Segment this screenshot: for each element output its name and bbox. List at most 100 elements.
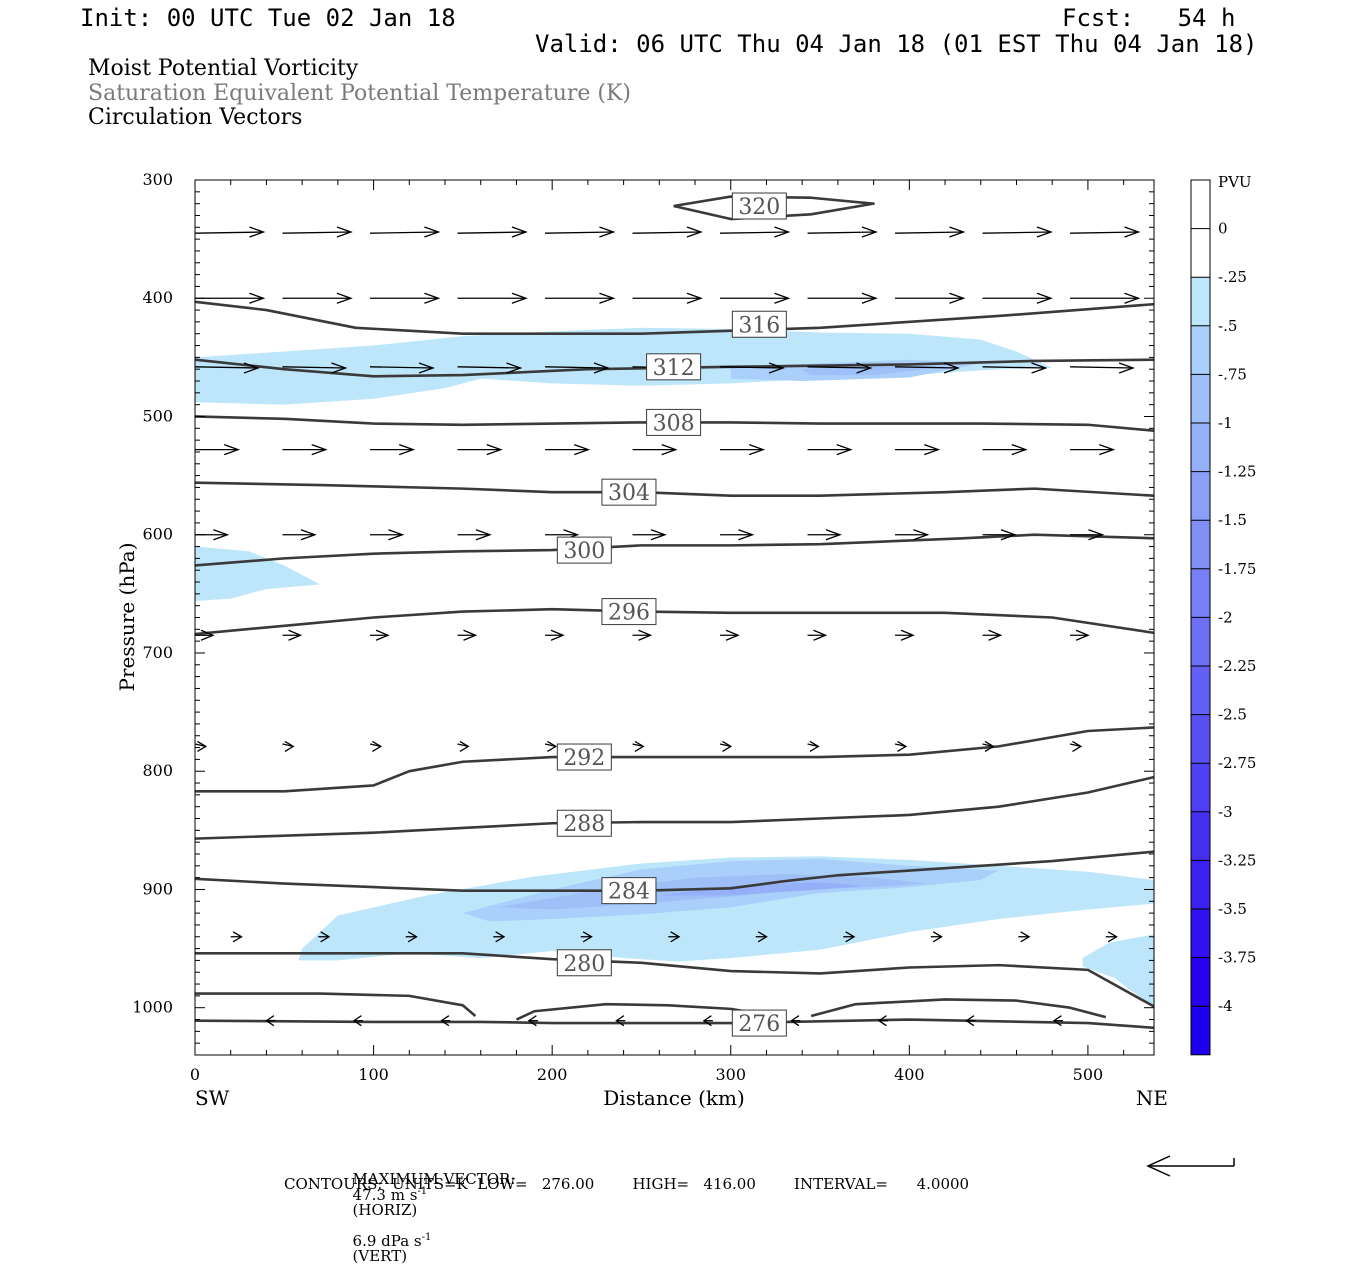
vector-arrowhead <box>1118 362 1135 374</box>
vector-arrowhead <box>1072 740 1083 752</box>
vector-arrowhead <box>582 931 593 943</box>
vector-arrowhead <box>1036 292 1053 304</box>
vector-arrowhead <box>1075 629 1090 641</box>
contour-label-308: 308 <box>653 411 695 436</box>
vector-arrowhead <box>418 362 435 374</box>
colorbar-label: -.5 <box>1218 317 1237 335</box>
circulation-vector <box>545 231 614 234</box>
vector-arrowhead <box>949 292 966 304</box>
vector-arrowhead <box>213 529 230 541</box>
colorbar-label: 0 <box>1218 220 1228 238</box>
y-tick-label-500: 500 <box>142 406 173 425</box>
vector-arrowhead <box>661 443 678 456</box>
colorbar-label: -.75 <box>1218 365 1247 383</box>
circulation-vector <box>720 366 784 369</box>
vector-arrowhead <box>1011 443 1028 456</box>
vector-arrowhead <box>924 443 941 456</box>
vector-arrowhead <box>407 931 418 943</box>
field-vectors-title: Circulation Vectors <box>88 105 303 130</box>
colorbar-swatch <box>1191 325 1210 375</box>
vector-arrowhead <box>1124 292 1141 304</box>
vector-arrowhead <box>813 629 828 641</box>
vector-arrowhead <box>965 1015 975 1027</box>
contour-label-box <box>601 598 657 626</box>
colorbar-swatch <box>1191 617 1210 666</box>
vector-arrowhead <box>475 529 492 541</box>
vector-arrowhead <box>506 362 523 374</box>
colorbar-swatch <box>1191 666 1210 715</box>
vector-arrowhead <box>749 443 766 456</box>
vector-arrowhead <box>200 629 215 641</box>
unit-exponent: -1 <box>421 1232 432 1243</box>
contour-label-280: 280 <box>563 952 605 977</box>
x-tick-label-300: 300 <box>715 1065 746 1084</box>
y-tick-label-400: 400 <box>142 288 173 307</box>
vector-arrowhead <box>375 629 390 641</box>
circulation-vector <box>370 366 434 369</box>
theta-es-contour-closed-14 <box>810 998 1107 1019</box>
vector-arrowhead <box>424 226 441 238</box>
vector-arrowhead <box>599 292 616 304</box>
contour-label-284: 284 <box>608 880 650 905</box>
contour-label-box <box>601 478 657 506</box>
vector-arrowhead <box>223 443 241 456</box>
x-right-direction: NE <box>1136 1086 1168 1110</box>
vector-arrowhead <box>511 226 528 238</box>
vector-arrowhead <box>599 226 616 238</box>
circulation-vector <box>1070 231 1139 234</box>
vector-arrowhead <box>550 629 565 641</box>
vector-arrowhead <box>1000 529 1017 541</box>
vector-arrowhead <box>372 740 383 752</box>
vector-arrowhead <box>774 292 791 304</box>
vector-arrowhead <box>670 931 681 943</box>
cross-section-chart: 320 316 312 308 304 300 296 292 288 284 280 276 300… <box>115 170 1256 1177</box>
vector-arrowhead <box>1031 362 1048 374</box>
theta-es-contour-288 <box>194 775 1155 840</box>
vector-arrowhead <box>738 529 755 541</box>
vector-arrowhead <box>398 443 416 456</box>
vector-arrowhead <box>897 740 908 752</box>
contour-label-304: 304 <box>608 481 650 506</box>
theta-es-contour-280 <box>195 952 1155 1008</box>
vector-arrowhead <box>300 529 317 541</box>
x-tick-label-100: 100 <box>358 1065 389 1084</box>
theta-es-contour-312 <box>194 358 1155 378</box>
vector-arrowhead <box>495 931 506 943</box>
valid-time: Valid: 06 UTC Thu 04 Jan 18 (01 EST Thu … <box>535 30 1258 58</box>
vector-arrowhead <box>463 629 478 641</box>
unit-exponent: -1 <box>417 1186 428 1197</box>
colorbar-swatch <box>1191 763 1210 812</box>
colorbar-label: -1.75 <box>1218 560 1256 578</box>
vector-arrowhead <box>232 931 243 943</box>
circulation-vector <box>457 366 521 369</box>
contour-label-box <box>646 353 702 381</box>
vector-arrowhead <box>932 931 943 943</box>
colorbar-swatch <box>1191 909 1210 958</box>
vector-arrowhead <box>547 740 558 752</box>
vector-arrowhead <box>336 292 353 304</box>
vector-arrowhead <box>984 740 995 752</box>
vector-arrowhead <box>774 226 791 238</box>
max-horizontal-value: 47.3 m s <box>352 1186 418 1204</box>
circulation-vector <box>982 231 1051 234</box>
pv-shade-region-1 <box>195 546 321 601</box>
vector-arrowhead <box>768 362 785 374</box>
circulation-vector <box>194 231 264 234</box>
vector-arrowhead <box>913 529 930 541</box>
contour-label-box <box>601 877 657 905</box>
vector-arrowhead <box>311 443 328 456</box>
theta-es-contour-296 <box>194 607 1155 636</box>
theta-es-contour-closed-12 <box>195 992 477 1017</box>
horiz-tag: (HORIZ) <box>352 1201 418 1219</box>
vector-arrowhead <box>459 740 470 752</box>
reference-vector-icon <box>1146 1155 1235 1177</box>
circulation-vector <box>895 231 964 234</box>
colorbar-label: -1.25 <box>1218 463 1256 481</box>
circulation-vector <box>370 231 439 234</box>
colorbar-swatch <box>1191 714 1210 764</box>
vector-arrowhead <box>1124 226 1141 238</box>
vector-arrowhead <box>249 226 266 238</box>
vector-arrowhead <box>574 443 591 456</box>
vector-arrowhead <box>650 529 667 541</box>
vector-arrowhead <box>702 1015 712 1027</box>
